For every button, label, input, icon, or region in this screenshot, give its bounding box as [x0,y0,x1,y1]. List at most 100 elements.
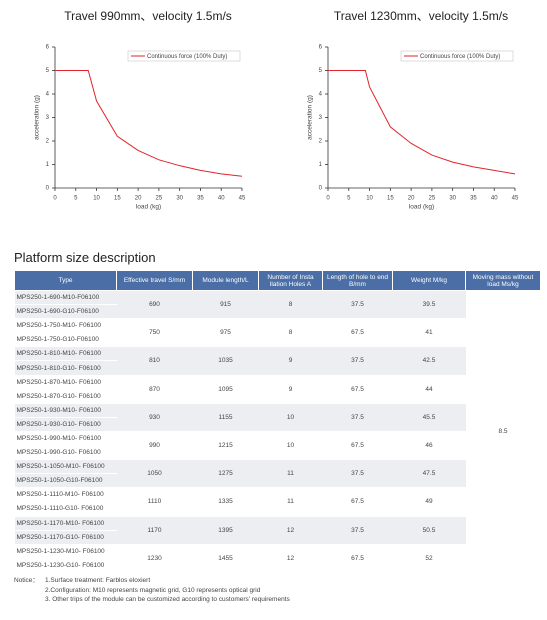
value-cell: 11 [258,487,323,517]
legend-box [400,50,514,62]
x-tick-label: 20 [408,196,415,202]
value-cell: 44 [392,375,466,404]
table-row: MPS250-1-990-G10- F06100 [14,445,541,461]
value-cell: 37.5 [322,516,393,545]
value-cell: 37.5 [322,459,393,489]
value-cell: 1230 [116,544,193,573]
legend: Continuous force (100% Duty) [127,50,241,62]
value-cell: 11 [258,459,323,489]
legend-label: Continuous force (100% Duty) [420,54,500,60]
moving-mass-cell: 8.5 [465,290,541,573]
section-title: Platform size description [14,250,156,265]
type-cell: MPS250-1-810-G10- F06100 [14,360,117,376]
y-tick-label: 6 [319,45,323,51]
x-tick-label: 45 [239,196,246,202]
chart-title: Travel 1230mm、velocity 1.5m/s [334,9,508,23]
type-cell: MPS250-1-750-G10-F06100 [14,332,117,348]
table-row: MPS250-1-1230-G10- F06100 [14,558,541,573]
table-row: MPS250-1-1170-M10- F06100 1170 1395 12 37.5 5… [14,516,541,545]
type-cell: MPS250-1-810-M10- F06100 [14,346,117,362]
x-tick-label: 45 [512,196,519,202]
table-row: MPS250-1-1110-G10- F06100 [14,501,541,517]
value-cell: 1170 [116,516,193,545]
table-row: MPS250-1-930-G10- F06100 [14,417,541,432]
table-row: MPS250-1-870-G10- F06100 [14,389,541,404]
value-cell: 1215 [192,431,259,461]
table-row: MPS250-1-1050-M10- F06100 1050 1275 11 37.5 4… [14,459,541,489]
table-row: MPS250-1-810-G10- F06100 [14,360,541,376]
y-tick-label: 3 [46,115,50,121]
value-cell: 12 [258,544,323,573]
value-cell: 690 [116,290,193,320]
value-cell: 750 [116,318,193,348]
value-cell: 37.5 [322,403,393,432]
header-cell: Module length/L [192,270,259,291]
header-cell: Moving mass without load Ms/kg [465,270,541,291]
x-tick-label: 5 [347,196,351,202]
value-cell: 1335 [192,487,259,517]
y-tick-label: 3 [319,115,323,121]
x-tick-label: 25 [429,196,436,202]
value-cell: 10 [258,403,323,432]
table-row: MPS250-1-1050-G10-F06100 [14,473,541,489]
x-tick-label: 40 [218,196,225,202]
y-tick-label: 1 [46,162,50,168]
value-cell: 810 [116,346,193,376]
x-tick-label: 15 [114,196,121,202]
notice: Notice： 1.Surface treatment: Farblos elo… [14,576,290,603]
legend: Continuous force (100% Duty) [400,50,514,62]
type-cell: MPS250-1-1050-G10-F06100 [14,473,117,489]
legend-label: Continuous force (100% Duty) [147,54,227,60]
value-cell: 42.5 [392,346,466,376]
y-tick-label: 6 [46,45,50,51]
type-cell: MPS250-1-690-G10-F06100 [14,304,117,320]
x-tick-label: 20 [135,196,142,202]
table-row: MPS250-1-690-M10-F06100 690 915 8 37.5 39.5 8.… [14,290,541,573]
value-cell: 990 [116,431,193,461]
type-cell: MPS250-1-690-M10-F06100 [14,290,117,306]
type-cell: MPS250-1-870-G10- F06100 [14,389,117,404]
value-cell: 47.5 [392,459,466,489]
value-cell: 1455 [192,544,259,573]
table-row: MPS250-1-690-G10-F06100 [14,304,541,320]
y-tick-label: 1 [319,162,323,168]
value-cell: 12 [258,516,323,545]
value-cell: 1095 [192,375,259,404]
type-cell: MPS250-1-750-M10- F06100 [14,318,117,334]
y-tick-label: 5 [46,68,50,74]
y-tick-label: 4 [319,92,323,98]
x-axis-label: load (kg) [136,204,161,211]
y-axis-label: acceleration (g) [307,95,314,140]
value-cell: 9 [258,346,323,376]
type-cell: MPS250-1-1110-G10- F06100 [14,501,117,517]
type-cell: MPS250-1-1170-M10- F06100 [14,516,117,531]
type-cell: MPS250-1-990-M10- F06100 [14,431,117,447]
value-cell: 39.5 [392,290,466,320]
header-cell: Weight M/kg [392,270,466,291]
value-cell: 8 [258,318,323,348]
x-tick-label: 5 [74,196,78,202]
type-cell: MPS250-1-930-M10- F06100 [14,403,117,418]
value-cell: 1110 [116,487,193,517]
header-cell: Type [14,270,117,291]
notice-item: 1.Surface treatment: Farblos eloxiert [45,577,151,584]
table-row: MPS250-1-930-M10- F06100 930 1155 10 37.5 45.… [14,403,541,432]
y-tick-label: 4 [46,92,50,98]
y-tick-label: 2 [319,139,323,145]
header-cell: Effective travel S/mm [116,270,193,291]
x-tick-label: 10 [366,196,373,202]
value-cell: 8 [258,290,323,320]
x-tick-label: 15 [387,196,394,202]
table-row: MPS250-1-810-M10- F06100 810 1035 9 37.5 42.5 [14,346,541,376]
value-cell: 52 [392,544,466,573]
type-cell: MPS250-1-1230-M10- F06100 [14,544,117,559]
y-tick-label: 5 [319,68,323,74]
value-cell: 37.5 [322,346,393,376]
series-line [328,70,516,175]
spec-table: Type Effective travel S/mm Module length/L… [14,270,541,573]
value-cell: 67.5 [322,318,393,348]
value-cell: 930 [116,403,193,432]
